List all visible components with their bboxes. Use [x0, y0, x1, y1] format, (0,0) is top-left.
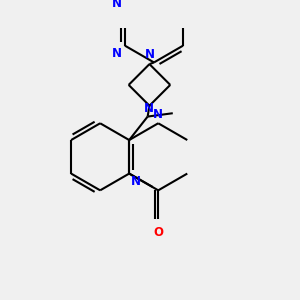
Text: N: N [143, 102, 154, 115]
Text: O: O [153, 226, 163, 239]
Text: N: N [112, 47, 122, 61]
Text: N: N [131, 176, 141, 188]
Text: N: N [112, 0, 122, 10]
Text: N: N [153, 109, 163, 122]
Text: N: N [146, 48, 155, 62]
